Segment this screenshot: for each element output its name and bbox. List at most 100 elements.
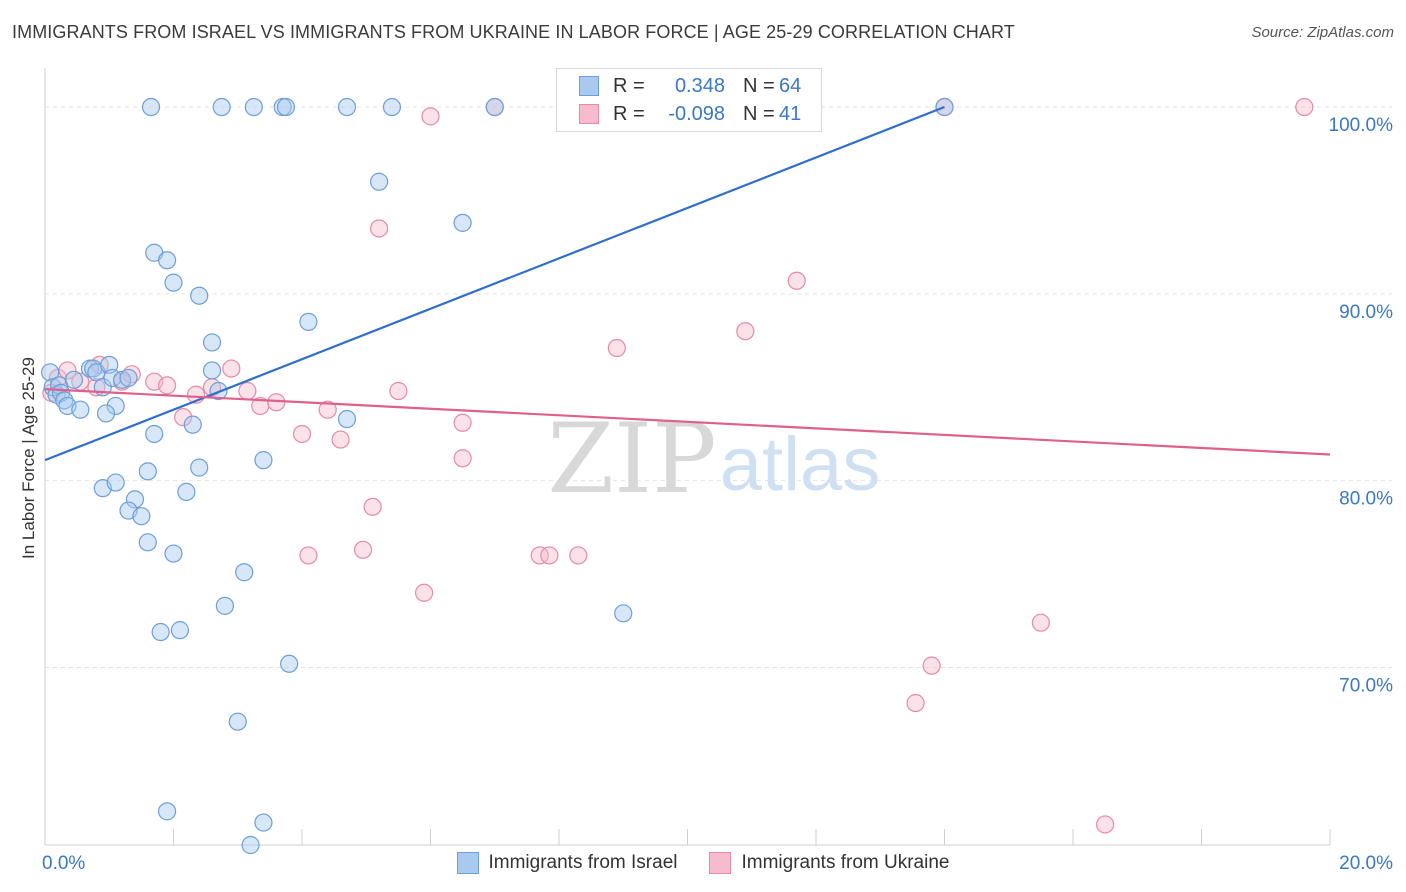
legend-item-ukraine[interactable]: Immigrants from Ukraine (709, 852, 949, 874)
israel-point (254, 451, 273, 470)
israel-point (382, 97, 402, 117)
ukraine-point (318, 400, 337, 419)
chart-title: IMMIGRANTS FROM ISRAEL VS IMMIGRANTS FRO… (12, 22, 1015, 42)
ukraine-point (174, 408, 193, 427)
y-tick-label: 100.0% (1329, 115, 1394, 136)
israel-point (337, 97, 357, 117)
ukraine-point (540, 546, 559, 565)
israel-trend-line (44, 106, 945, 462)
stats-legend: R = 0.348 N = 64 R = -0.098 N = 41 (556, 68, 822, 132)
ukraine-point (238, 381, 257, 401)
israel-point (119, 368, 138, 388)
israel-point (183, 415, 202, 434)
r-value: 0.348 (674, 74, 725, 97)
ukraine-point (370, 219, 389, 238)
israel-point (55, 391, 74, 410)
israel-point (41, 363, 60, 382)
ukraine-point (1295, 97, 1314, 117)
israel-point (212, 97, 231, 117)
ukraine-point (363, 497, 382, 516)
r-value: -0.098 (668, 102, 725, 125)
n-label: N = (743, 102, 775, 125)
x-tick-label: 0.0% (42, 853, 85, 874)
israel-point (138, 462, 157, 481)
legend-row-israel: R = 0.348 N = 64 (579, 73, 801, 99)
israel-point (151, 622, 170, 642)
israel-point (138, 533, 157, 552)
israel-point (276, 97, 296, 117)
r-label: R = (613, 74, 645, 97)
israel-point (157, 802, 177, 821)
israel-point (202, 333, 222, 352)
israel-point (145, 424, 164, 444)
legend-item-israel[interactable]: Immigrants from Israel (456, 852, 678, 874)
y-tick-label: 80.0% (1339, 489, 1393, 510)
israel-point (106, 396, 125, 416)
ukraine-point (906, 693, 925, 713)
israel-point (64, 370, 84, 389)
israel-point (157, 251, 177, 270)
israel-point (614, 604, 633, 623)
ukraine-point (222, 359, 241, 378)
israel-point (241, 835, 260, 855)
israel-point (299, 312, 318, 331)
israel-point (202, 361, 222, 380)
legend-row-ukraine: R = -0.098 N = 41 (579, 101, 801, 127)
israel-point (337, 409, 357, 429)
ukraine-swatch (709, 852, 732, 874)
r-label: R = (613, 102, 645, 125)
source-credit: Source: ZipAtlas.com (1251, 24, 1394, 41)
israel-point (370, 172, 389, 191)
ukraine-point (421, 107, 440, 126)
israel-point (170, 621, 190, 640)
ukraine-point (453, 413, 472, 432)
israel-point (106, 473, 125, 492)
israel-point (132, 507, 151, 526)
n-label: N = (743, 74, 775, 97)
ukraine-point (1031, 613, 1050, 632)
israel-point (244, 97, 263, 117)
y-tick-label: 90.0% (1339, 302, 1393, 323)
y-tick-label: 70.0% (1339, 676, 1393, 697)
ukraine-point (389, 381, 408, 401)
israel-point (453, 213, 472, 232)
ukraine-swatch (579, 104, 599, 124)
ukraine-point (569, 546, 588, 565)
israel-point (96, 404, 116, 423)
x-tick-label: 20.0% (1339, 853, 1393, 874)
watermark: ZIP atlas (547, 403, 880, 515)
ukraine-trend-line (44, 388, 1331, 456)
israel-point (254, 813, 273, 832)
israel-point (112, 370, 132, 389)
ukraine-point (530, 546, 549, 565)
ukraine-point (607, 338, 626, 358)
legend-label-israel: Immigrants from Israel (488, 852, 678, 873)
ukraine-point (922, 656, 941, 675)
israel-point (141, 97, 161, 117)
ukraine-point (299, 546, 318, 565)
ukraine-point (736, 322, 755, 341)
legend-label-ukraine: Immigrants from Ukraine (741, 852, 950, 873)
ukraine-point (353, 540, 373, 559)
n-value: 64 (779, 74, 802, 97)
ukraine-point (157, 376, 177, 395)
israel-point (215, 596, 234, 615)
israel-point (190, 458, 209, 477)
ukraine-point (787, 271, 806, 290)
israel-point (164, 544, 183, 563)
israel-point (485, 97, 504, 117)
israel-swatch (456, 852, 479, 874)
israel-point (190, 286, 209, 305)
ukraine-point (331, 430, 350, 449)
israel-point (228, 712, 247, 731)
israel-point (125, 490, 145, 509)
israel-point (71, 400, 90, 419)
ukraine-point (453, 449, 472, 468)
israel-point (235, 563, 254, 582)
israel-point (164, 273, 183, 292)
y-axis-label: In Labor Force | Age 25-29 (19, 357, 38, 559)
israel-point (280, 654, 299, 673)
israel-point (177, 482, 196, 501)
ukraine-point (414, 583, 434, 602)
